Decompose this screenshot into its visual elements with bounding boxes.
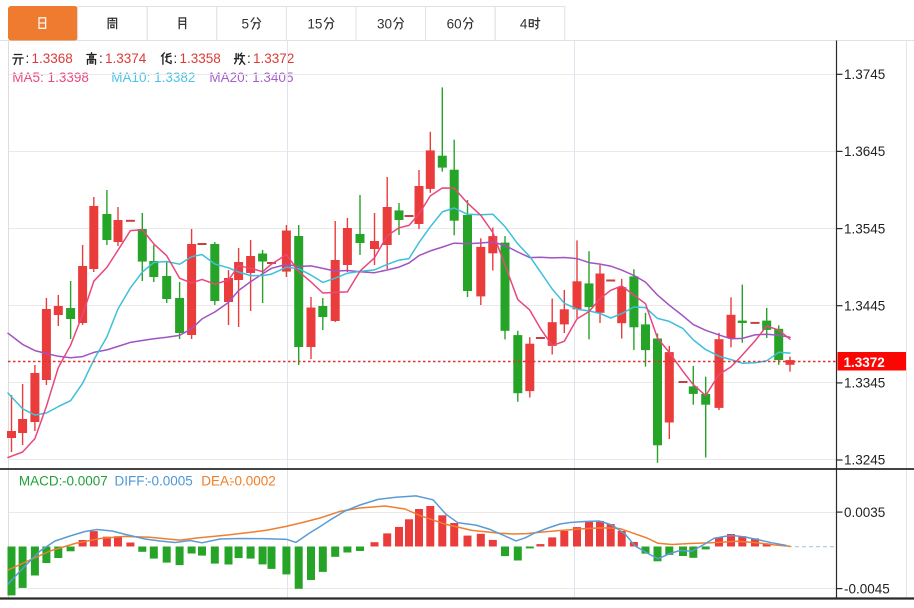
svg-text:1.3645: 1.3645 (844, 144, 885, 159)
svg-text::: : (99, 51, 103, 66)
svg-text:-0.0002: -0.0002 (230, 473, 276, 488)
svg-text:4: 4 (520, 17, 528, 32)
svg-text:60: 60 (447, 17, 462, 32)
svg-text:15: 15 (307, 17, 322, 32)
svg-text:1.3345: 1.3345 (844, 376, 885, 391)
svg-text:1.3545: 1.3545 (844, 221, 885, 236)
svg-text::: : (26, 51, 30, 66)
svg-text:-0.0007: -0.0007 (62, 473, 108, 488)
svg-text:1.3445: 1.3445 (844, 298, 885, 313)
svg-text::: : (247, 51, 251, 66)
svg-text:-0.0005: -0.0005 (147, 473, 193, 488)
svg-text:1.3374: 1.3374 (105, 51, 147, 66)
svg-text:DEA:: DEA: (201, 473, 233, 488)
svg-text:DIFF:: DIFF: (115, 473, 149, 488)
svg-text:1.3368: 1.3368 (32, 51, 73, 66)
svg-text:MACD:: MACD: (19, 473, 63, 488)
svg-text:-0.0045: -0.0045 (844, 581, 890, 596)
svg-text:MA5: 1.3398: MA5: 1.3398 (12, 70, 89, 85)
svg-text:1.3745: 1.3745 (844, 67, 885, 82)
svg-text:30: 30 (377, 17, 392, 32)
svg-text:1.3372: 1.3372 (253, 51, 294, 66)
svg-text:5: 5 (241, 17, 249, 32)
svg-text:0.0035: 0.0035 (844, 505, 885, 520)
svg-text::: : (174, 51, 178, 66)
svg-text:1.3358: 1.3358 (180, 51, 221, 66)
svg-text:MA10: 1.3382: MA10: 1.3382 (111, 70, 195, 85)
svg-text:1.3372: 1.3372 (844, 355, 885, 370)
svg-text:1.3245: 1.3245 (844, 453, 885, 468)
svg-text:MA20: 1.3405: MA20: 1.3405 (209, 70, 293, 85)
